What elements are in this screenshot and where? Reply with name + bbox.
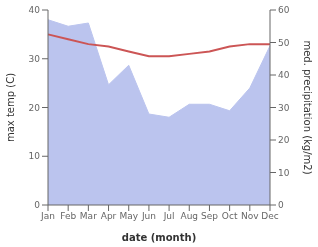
svg-text:20: 20 [29,103,41,113]
svg-text:30: 30 [278,103,290,113]
svg-text:Feb: Feb [60,211,76,221]
svg-text:30: 30 [29,54,41,64]
svg-text:May: May [119,211,138,221]
svg-text:Nov: Nov [241,211,259,221]
svg-text:40: 40 [29,5,41,15]
svg-text:Jul: Jul [163,211,175,221]
svg-text:Oct: Oct [222,211,238,221]
svg-text:60: 60 [278,5,290,15]
svg-text:10: 10 [29,151,41,161]
svg-text:0: 0 [34,200,40,210]
svg-text:Jan: Jan [40,211,55,221]
svg-text:0: 0 [278,200,284,210]
svg-text:40: 40 [278,70,290,80]
svg-text:Mar: Mar [80,211,97,221]
svg-text:date (month): date (month) [122,232,196,243]
svg-text:10: 10 [278,168,290,178]
svg-text:max temp (C): max temp (C) [8,73,16,142]
svg-text:Aug: Aug [180,211,198,221]
svg-text:Dec: Dec [261,211,278,221]
svg-text:20: 20 [278,135,290,145]
svg-text:Sep: Sep [201,211,218,221]
svg-text:Jun: Jun [141,211,156,221]
svg-text:med. precipitation (kg/m2): med. precipitation (kg/m2) [302,40,310,174]
svg-text:Apr: Apr [101,211,117,221]
svg-text:50: 50 [278,38,290,48]
